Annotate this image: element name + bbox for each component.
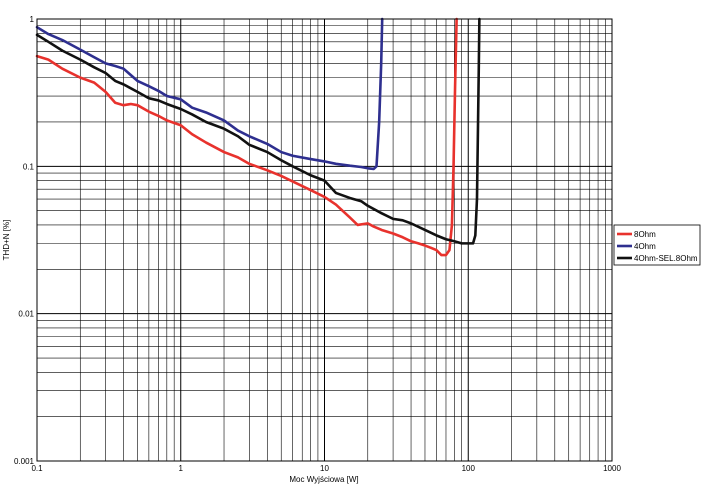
y-tick-label: 0.01 [18, 310, 34, 319]
x-tick-label: 100 [462, 464, 476, 473]
x-tick-label: 1000 [603, 464, 621, 473]
y-tick-label: 0.001 [14, 457, 35, 466]
legend: 8Ohm 4Ohm 4Ohm-SEL.8Ohm [613, 224, 701, 266]
y-tick-label: 1 [30, 15, 35, 24]
series-line-8ohm [35, 17, 458, 257]
x-axis-title: Moc Wyjściowa [W] [289, 475, 358, 484]
y-tick-labels: 1 0.1 0.01 0.001 [14, 15, 35, 466]
y-axis-title: THD+N [%] [2, 220, 11, 261]
x-tick-label: 0.1 [31, 464, 43, 473]
legend-label: 8Ohm [634, 230, 656, 239]
plot-frame [36, 18, 613, 462]
series-line-4ohm [35, 17, 384, 171]
series-line-4ohm-sel-8ohm [35, 17, 481, 245]
x-tick-label: 1 [179, 464, 184, 473]
x-tick-labels: 0.1 1 10 100 1000 [31, 464, 621, 473]
legend-label: 4Ohm-SEL.8Ohm [634, 254, 698, 263]
x-tick-label: 10 [320, 464, 329, 473]
y-tick-label: 0.1 [23, 162, 35, 171]
series-layer [35, 17, 481, 257]
legend-label: 4Ohm [634, 242, 656, 251]
